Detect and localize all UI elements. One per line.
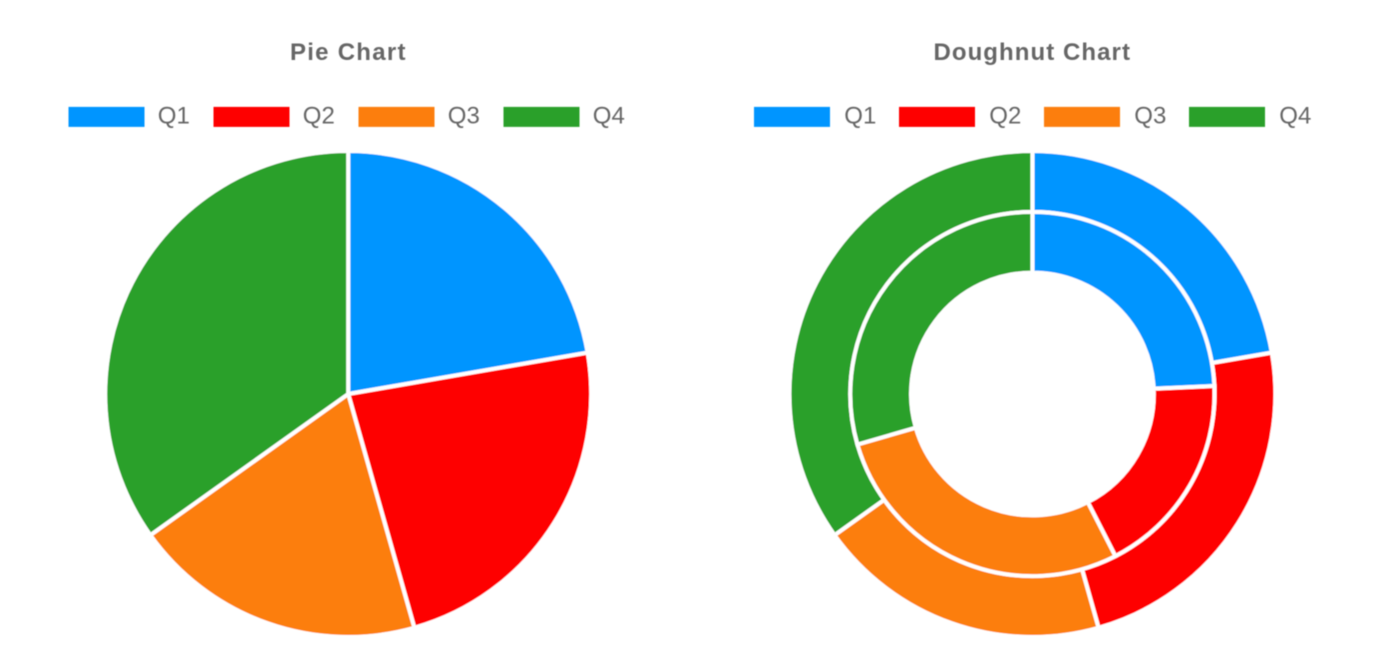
svg-text:Q1: Q1	[158, 102, 190, 129]
svg-text:Pie Chart: Pie Chart	[290, 39, 406, 66]
svg-text:Doughnut Chart: Doughnut Chart	[933, 39, 1130, 66]
svg-text:Q1: Q1	[844, 102, 876, 129]
svg-text:Q4: Q4	[593, 102, 625, 129]
svg-text:Q3: Q3	[448, 102, 480, 129]
svg-text:Q2: Q2	[303, 102, 335, 129]
svg-text:Q3: Q3	[1134, 102, 1166, 129]
svg-text:Q2: Q2	[989, 102, 1021, 129]
svg-text:Q4: Q4	[1279, 102, 1311, 129]
